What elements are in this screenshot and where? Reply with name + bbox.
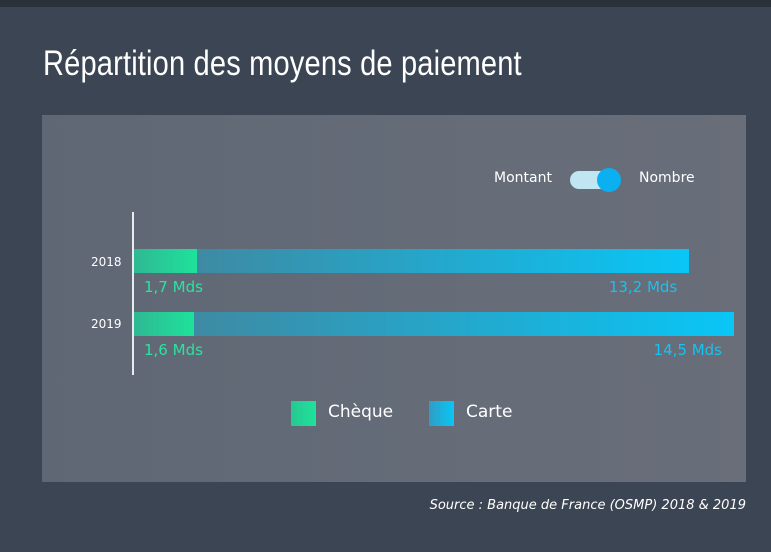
- data-label-cheque-2018: 1,7 Mds: [144, 278, 203, 296]
- toggle-switch[interactable]: [570, 168, 621, 192]
- source-note: Source : Banque de France (OSMP) 2018 & …: [429, 498, 746, 513]
- chart-panel: Montant Nombre 2018 1,7 Mds 13,2 Mds 201…: [42, 115, 746, 482]
- bar-cheque-2018: [134, 249, 198, 273]
- bar-row-2018: [134, 249, 690, 273]
- legend-swatch-carte: [429, 401, 454, 426]
- y-tick-label-2018: 2018: [91, 255, 122, 269]
- data-label-carte-2019: 14,5 Mds: [653, 341, 722, 359]
- data-label-carte-2018: 13,2 Mds: [608, 278, 678, 296]
- legend-label-cheque: Chèque: [328, 402, 394, 422]
- top-bar: [0, 0, 771, 7]
- page-title: Répartition des moyens de paiement: [43, 44, 522, 83]
- y-axis-line: [132, 212, 134, 375]
- bar-carte-2018: [197, 249, 690, 273]
- bar-row-2019: [134, 312, 734, 336]
- legend-label-carte: Carte: [466, 402, 513, 422]
- toggle-label-nombre[interactable]: Nombre: [639, 170, 695, 186]
- bar-cheque-2019: [134, 312, 194, 336]
- toggle-label-montant[interactable]: Montant: [494, 170, 552, 186]
- y-tick-label-2019: 2019: [91, 317, 122, 331]
- toggle-knob[interactable]: [597, 168, 621, 192]
- legend-swatch-cheque: [291, 401, 316, 426]
- bar-carte-2019: [193, 312, 734, 336]
- data-label-cheque-2019: 1,6 Mds: [144, 341, 203, 359]
